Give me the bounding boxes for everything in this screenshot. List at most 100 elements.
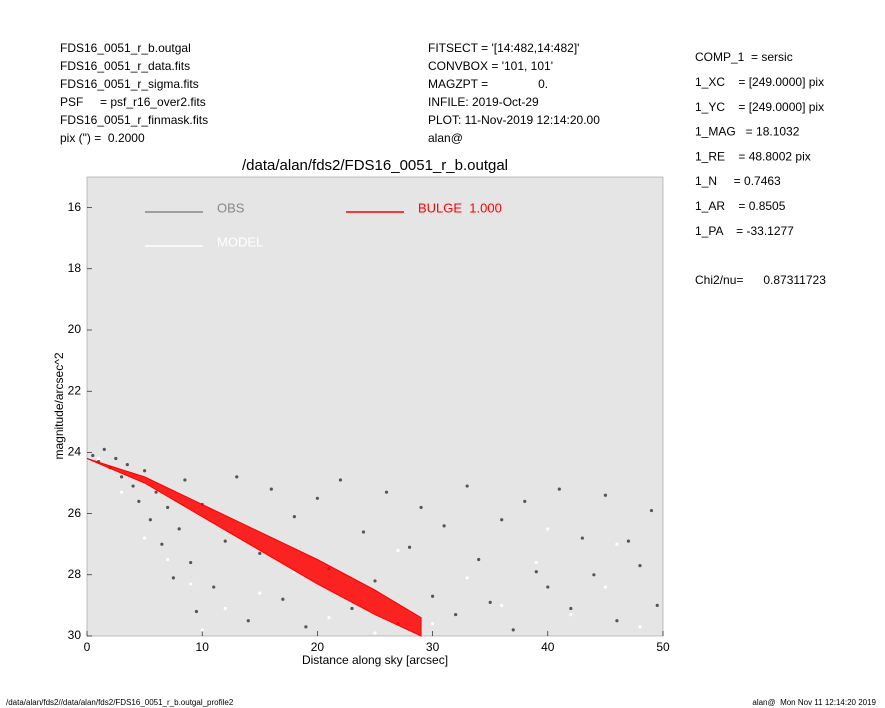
y-tick-label: 18 (68, 261, 82, 275)
point (119, 475, 124, 479)
x-tick-label: 20 (311, 640, 325, 654)
point (442, 524, 446, 528)
point (431, 594, 435, 598)
bulge-band (86, 458, 422, 637)
header-middle: INFILE: 2019-Oct-29 (428, 95, 539, 109)
point (419, 505, 423, 510)
header-middle: PLOT: 11-Nov-2019 12:14:20.00 (428, 113, 600, 127)
point (102, 447, 106, 451)
legend-label: OBS (217, 200, 245, 215)
point (143, 469, 147, 473)
point (304, 625, 308, 629)
point (200, 628, 204, 632)
header-right: COMP_1 = sersic (695, 50, 793, 64)
point (361, 530, 366, 534)
point (177, 527, 181, 531)
point (223, 606, 227, 611)
point (160, 542, 164, 546)
point (523, 499, 527, 503)
point (465, 576, 469, 580)
x-axis-label: Distance along sky [arcsec] (302, 653, 448, 667)
point (373, 579, 377, 583)
point (125, 463, 129, 467)
point (143, 536, 147, 540)
point (338, 478, 343, 482)
point (258, 551, 262, 555)
header-middle: MAGZPT = 0. (428, 77, 548, 91)
point (258, 591, 262, 595)
point (212, 585, 216, 589)
point (546, 585, 550, 589)
x-tick-label: 10 (196, 640, 210, 654)
point (154, 490, 158, 494)
point (235, 475, 239, 479)
point (269, 487, 273, 491)
point (534, 570, 538, 574)
point (350, 606, 354, 611)
footer-right: alan@ Mon Nov 11 12:14:20 2019 (752, 698, 876, 707)
point (166, 505, 170, 510)
point (603, 493, 608, 497)
point (183, 478, 187, 482)
point (96, 456, 101, 461)
header-right: 1_PA = -33.1277 (695, 224, 794, 238)
point (292, 515, 296, 519)
point (315, 496, 319, 500)
point (171, 576, 175, 580)
point (454, 612, 458, 617)
header-left: PSF = psf_r16_over2.fits (60, 95, 206, 109)
y-tick-label: 24 (68, 445, 82, 459)
header-middle: FITSECT = '[14:482,14:482]' (428, 41, 579, 55)
header-left: FDS16_0051_r_data.fits (60, 59, 190, 73)
x-tick-label: 30 (426, 640, 440, 654)
point (649, 508, 654, 513)
point (281, 597, 285, 601)
y-tick-label: 28 (68, 567, 82, 581)
point (194, 609, 199, 614)
y-tick-label: 16 (68, 200, 82, 214)
header-right: 1_AR = 0.8505 (695, 199, 786, 213)
header-right: 1_MAG = 18.1032 (695, 125, 800, 139)
point (166, 557, 170, 562)
header-middle: CONVBOX = '101, 101' (428, 59, 553, 73)
y-tick-label: 22 (68, 383, 82, 397)
point (626, 539, 631, 543)
legend-label: BULGE 1.000 (418, 200, 502, 215)
point (137, 499, 141, 503)
point (615, 542, 619, 546)
point (327, 616, 331, 620)
point (189, 560, 193, 565)
header-left: FDS16_0051_r_finmask.fits (60, 113, 208, 127)
point (246, 619, 250, 623)
point (477, 557, 481, 562)
point (655, 603, 659, 608)
point (114, 456, 118, 461)
header-right: 1_RE = 48.8002 pix (695, 149, 811, 163)
point (500, 603, 504, 608)
point (557, 487, 561, 491)
footer-left: /data/alan/fds2//data/alan/fds2/FDS16_00… (6, 698, 234, 707)
point (396, 548, 400, 552)
header-right: 1_XC = [249.0000] pix (695, 75, 824, 89)
x-tick-label: 40 (541, 640, 555, 654)
point (546, 527, 550, 531)
point (91, 453, 95, 458)
y-tick-label: 30 (68, 628, 82, 642)
plot-area (86, 176, 664, 637)
point (384, 490, 389, 494)
x-tick-label: 0 (84, 640, 91, 654)
point (534, 560, 538, 565)
header-middle: alan@ (428, 131, 463, 145)
header-left: FDS16_0051_r_sigma.fits (60, 77, 199, 91)
point (592, 573, 596, 577)
header-left: FDS16_0051_r_b.outgal (60, 41, 191, 55)
header-right: 1_N = 0.7463 (695, 174, 781, 188)
header-left: pix (") = 0.2000 (60, 131, 145, 145)
y-axis-label: magnitude/arcsec^2 (52, 352, 66, 459)
point (148, 518, 152, 522)
point (488, 600, 492, 604)
point (131, 484, 135, 488)
point (407, 545, 412, 549)
y-tick-label: 20 (68, 322, 82, 336)
